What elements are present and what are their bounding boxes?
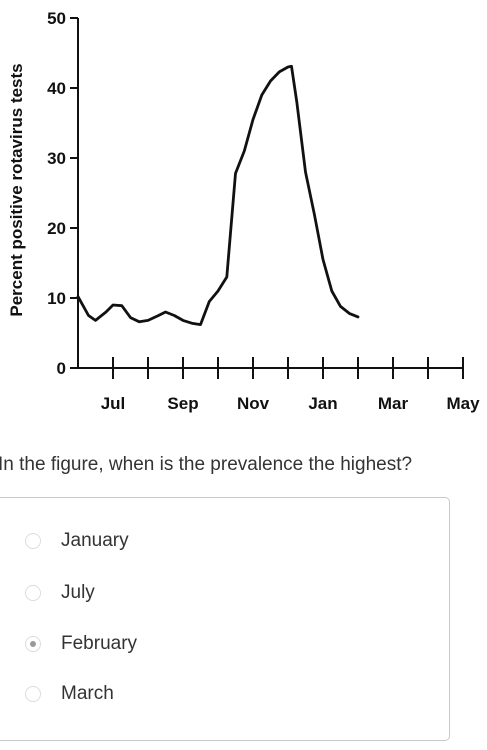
y-axis: 0 10 20 30 40 50 xyxy=(47,9,79,378)
question-text: In the figure, when is the prevalence th… xyxy=(0,454,413,475)
radio-button[interactable] xyxy=(25,686,41,702)
option-label: July xyxy=(61,582,95,603)
option-label: January xyxy=(61,530,129,551)
y-axis-label: Percent positive rotavirus tests xyxy=(7,63,26,316)
option-february[interactable]: February xyxy=(0,633,137,655)
x-axis: Jul Sep Nov Jan Mar May xyxy=(78,357,480,413)
x-tick-label: Jan xyxy=(308,394,337,413)
x-tick-label: Sep xyxy=(167,394,198,413)
x-tick-label: Jul xyxy=(101,394,126,413)
option-july[interactable]: July xyxy=(0,582,95,604)
y-tick-label: 50 xyxy=(47,9,66,28)
x-tick-label: Mar xyxy=(378,394,409,413)
y-tick-label: 0 xyxy=(57,359,66,378)
series-group xyxy=(76,64,360,326)
answer-options: January July February March xyxy=(0,497,450,741)
radio-button[interactable] xyxy=(25,585,41,601)
rotavirus-line-chart: Percent positive rotavirus tests 0 10 20 30… xyxy=(7,9,480,413)
x-tick-label: Nov xyxy=(237,394,270,413)
option-label: February xyxy=(61,633,138,654)
radio-button[interactable] xyxy=(25,636,41,652)
option-january[interactable]: January xyxy=(0,530,129,552)
series-line xyxy=(76,64,360,326)
y-tick-label: 30 xyxy=(47,149,66,168)
option-march[interactable]: March xyxy=(0,683,114,705)
x-tick-label: May xyxy=(446,394,480,413)
y-tick-label: 40 xyxy=(47,79,66,98)
y-tick-label: 10 xyxy=(47,289,66,308)
radio-button[interactable] xyxy=(25,533,41,549)
y-tick-label: 20 xyxy=(47,219,66,238)
option-label: March xyxy=(61,683,114,704)
